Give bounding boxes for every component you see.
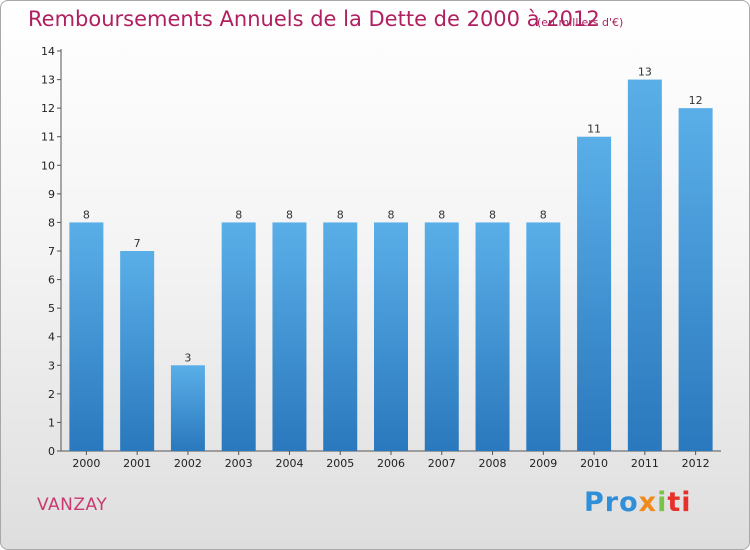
bar — [424, 222, 459, 451]
bar-value-label: 8 — [540, 208, 547, 221]
bar-value-label: 8 — [438, 208, 445, 221]
bar-value-label: 12 — [689, 94, 703, 107]
bar — [627, 79, 662, 452]
logo-part-3: i — [657, 487, 668, 518]
bar-value-label: 7 — [134, 237, 141, 250]
y-tick-label: 9 — [48, 188, 55, 201]
logo-part-2: x — [638, 487, 658, 518]
y-tick-label: 8 — [48, 216, 55, 229]
y-tick-label: 6 — [48, 274, 55, 287]
proxiti-logo[interactable]: Proxiti — [584, 487, 692, 518]
y-tick-label: 3 — [48, 359, 55, 372]
y-tick-label: 1 — [48, 416, 55, 429]
bar — [221, 222, 256, 451]
bar-value-label: 8 — [286, 208, 293, 221]
y-tick-label: 12 — [41, 102, 55, 115]
bar — [678, 108, 713, 452]
y-tick-label: 11 — [41, 131, 55, 144]
bar-value-label: 8 — [388, 208, 395, 221]
bar-value-label: 13 — [638, 66, 652, 79]
x-tick-label: 2010 — [580, 457, 608, 470]
bar — [526, 222, 561, 451]
x-tick-label: 2008 — [479, 457, 507, 470]
x-tick-label: 2002 — [174, 457, 202, 470]
bar-value-label: 8 — [337, 208, 344, 221]
x-tick-label: 2007 — [428, 457, 456, 470]
y-tick-label: 14 — [41, 45, 55, 58]
bar — [69, 222, 104, 451]
y-tick-label: 0 — [48, 445, 55, 458]
bar-value-label: 3 — [184, 351, 191, 364]
bar — [323, 222, 358, 451]
logo-part-4: ti — [667, 487, 692, 518]
bar — [272, 222, 307, 451]
x-tick-label: 2005 — [326, 457, 354, 470]
bar — [475, 222, 510, 451]
x-tick-label: 2011 — [631, 457, 659, 470]
x-tick-label: 2012 — [682, 457, 710, 470]
bar — [120, 251, 155, 451]
y-tick-label: 7 — [48, 245, 55, 258]
x-tick-label: 2006 — [377, 457, 405, 470]
x-tick-label: 2000 — [72, 457, 100, 470]
logo-part-1: Pro — [584, 487, 639, 518]
y-tick-label: 2 — [48, 388, 55, 401]
y-tick-label: 4 — [48, 331, 55, 344]
bar-value-label: 11 — [587, 123, 601, 136]
bar-value-label: 8 — [83, 208, 90, 221]
y-tick-label: 13 — [41, 74, 55, 87]
x-tick-label: 2009 — [529, 457, 557, 470]
bar — [374, 222, 408, 451]
bar-value-label: 8 — [235, 208, 242, 221]
bars: 8 7 3 8 8 8 8 8 8 8 11 13 12 — [69, 66, 713, 452]
bar — [577, 136, 612, 451]
y-tick-label: 10 — [41, 159, 55, 172]
bar-value-label: 8 — [489, 208, 496, 221]
x-tick-label: 2001 — [123, 457, 151, 470]
chart-subtitle: (en milliers d'€) — [537, 16, 624, 29]
chart-title: Remboursements Annuels de la Dette de 20… — [28, 7, 600, 31]
x-tick-label: 2004 — [275, 457, 303, 470]
y-tick-label: 5 — [48, 302, 55, 315]
bar — [170, 365, 205, 451]
x-tick-label: 2003 — [225, 457, 253, 470]
commune-name: VANZAY — [37, 495, 108, 515]
